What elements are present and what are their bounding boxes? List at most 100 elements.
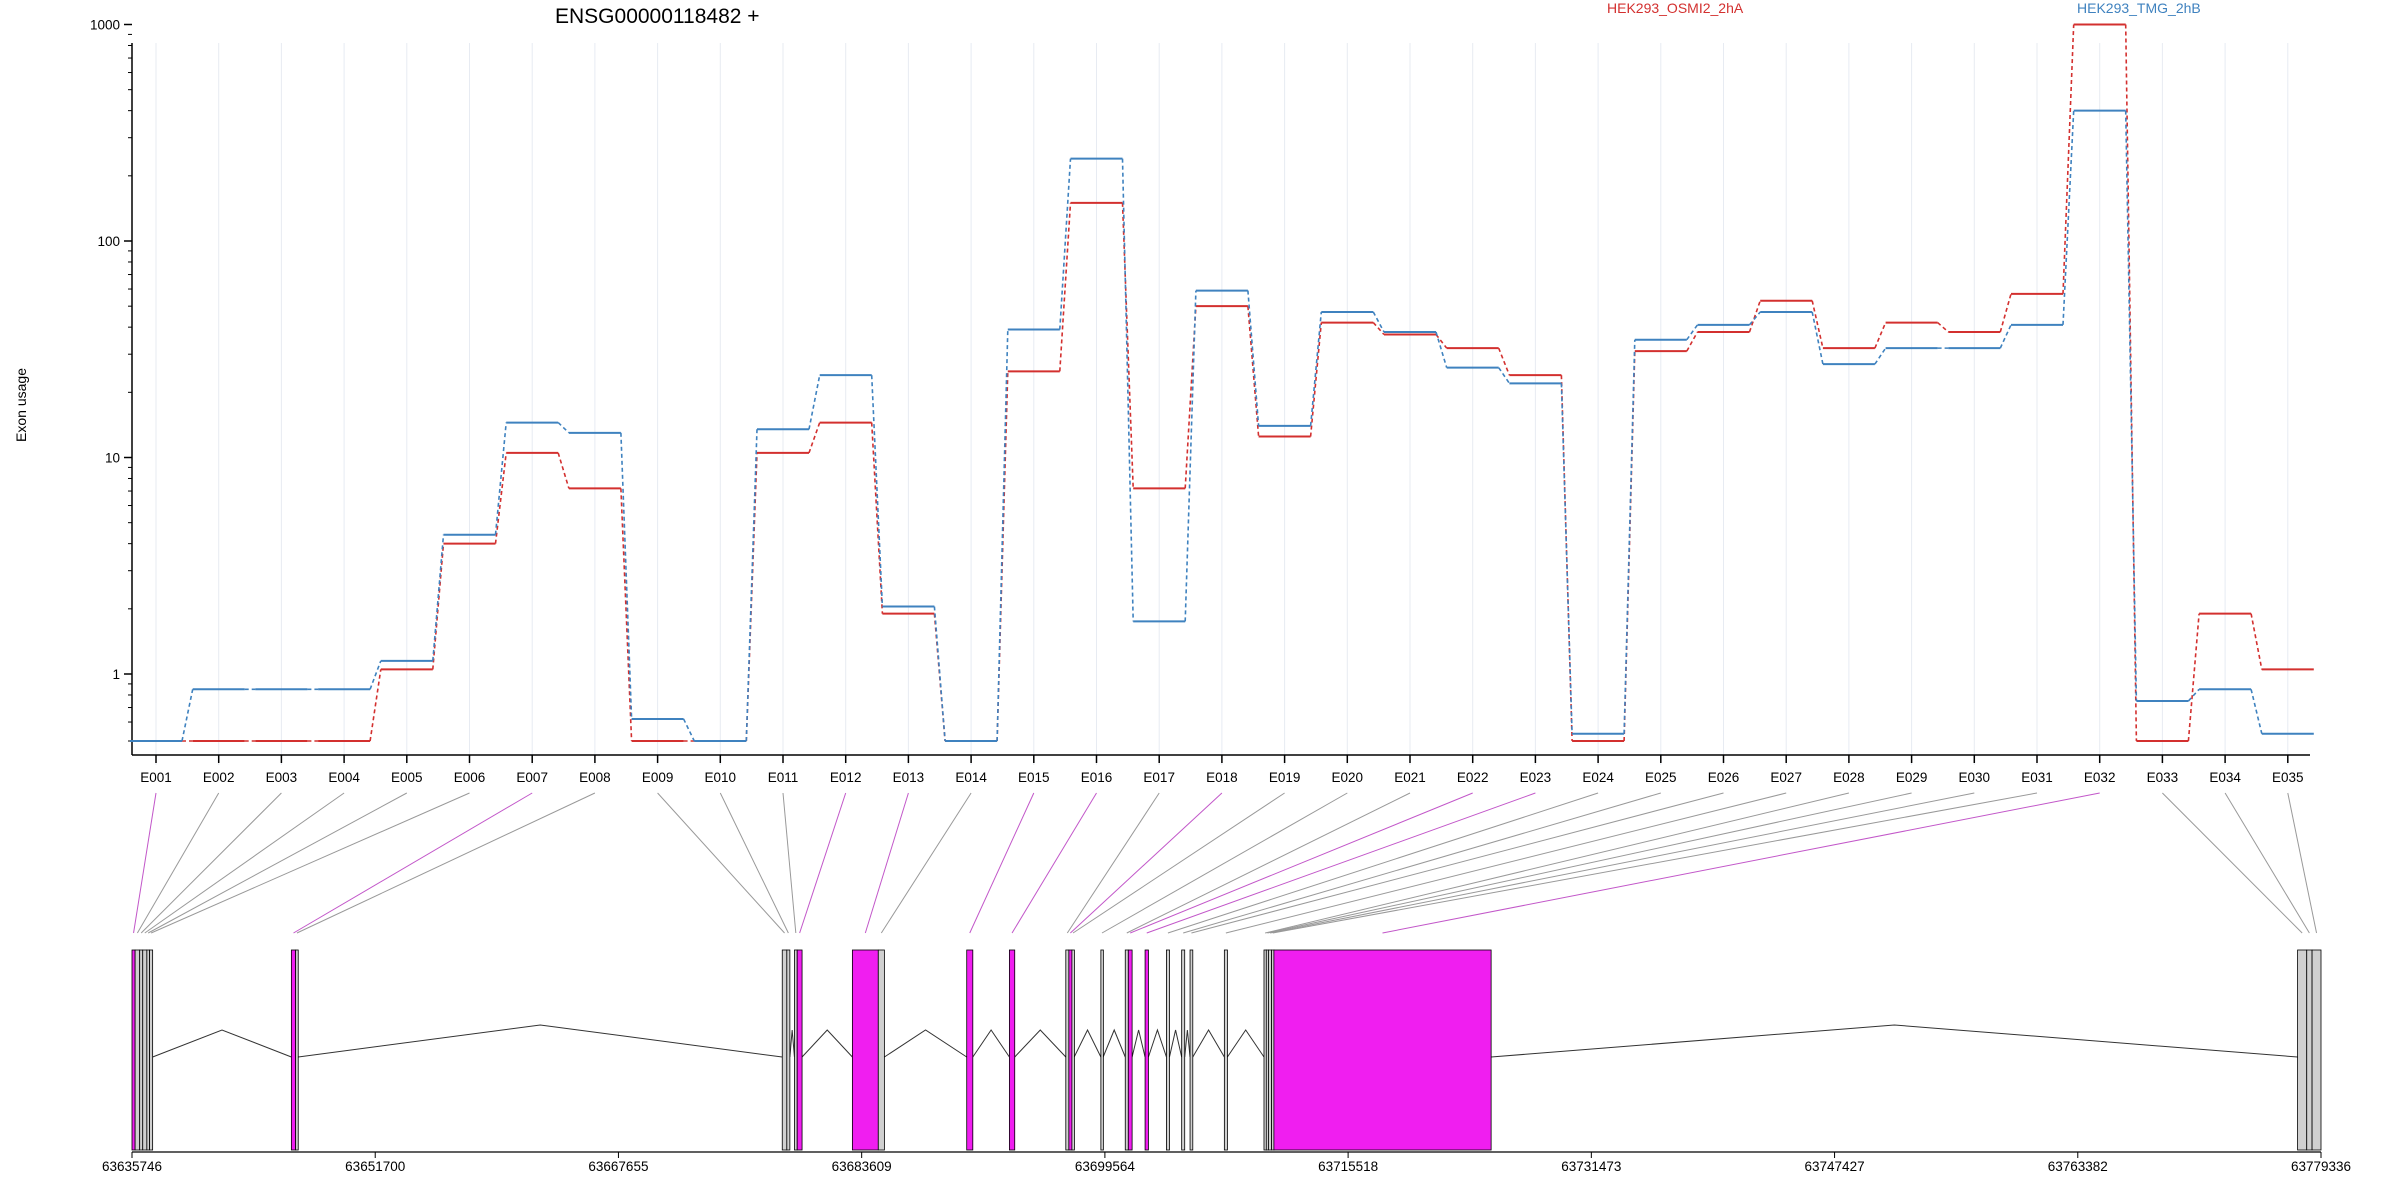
x-tick-label-e005: E005 (391, 770, 423, 785)
intron-line (1491, 1024, 2298, 1058)
series-2-connector (1184, 290, 1197, 622)
intron-line (1226, 1029, 1265, 1058)
x-tick-label-e022: E022 (1457, 770, 1489, 785)
exon-box-e024 (1166, 949, 1170, 1151)
connector-e032 (1382, 792, 2100, 934)
intron-line (152, 1029, 292, 1058)
x-tick-label-e007: E007 (516, 770, 548, 785)
series-2-connector (1748, 311, 1761, 326)
connector-e001 (133, 792, 157, 934)
connector-e015 (969, 792, 1035, 934)
x-tick-label-e014: E014 (955, 770, 987, 785)
x-tick-label-e035: E035 (2272, 770, 2304, 785)
series-1-connector (1811, 300, 1824, 349)
connector-e010 (719, 792, 789, 934)
series-1-connector (2250, 613, 2263, 670)
exon-box-e004 (142, 949, 148, 1151)
x-tick-label-e032: E032 (2084, 770, 2116, 785)
exon-box-e022 (1127, 949, 1133, 1151)
series-2-connector (1874, 347, 1887, 365)
exon-box-e026 (1189, 949, 1194, 1151)
connector-e004 (144, 792, 345, 934)
exon-box-e025 (1181, 949, 1186, 1151)
exon-box-e030 (1268, 949, 1273, 1151)
connector-e027 (1225, 792, 1787, 934)
x-tick-label-e015: E015 (1018, 770, 1050, 785)
exon-box-e011 (794, 949, 798, 1151)
intron-line (1131, 1029, 1146, 1058)
series-2-connector (1811, 311, 1824, 365)
exon-box-e033 (2297, 949, 2308, 1151)
coordinate-label-63763382: 63763382 (2048, 1159, 2108, 1174)
series-2-connector (494, 422, 507, 535)
x-tick-label-e010: E010 (705, 770, 737, 785)
series-2-connector (181, 689, 194, 742)
series-2-connector (682, 718, 696, 742)
series-1-connector (1874, 322, 1887, 349)
coordinate-label-63683609: 63683609 (832, 1159, 892, 1174)
exon-box-e003 (139, 949, 144, 1151)
connector-e017 (1066, 792, 1160, 934)
x-tick-label-e024: E024 (1582, 770, 1614, 785)
connector-e021 (1126, 792, 1411, 934)
connector-e011 (782, 792, 797, 934)
series-1-connector (1937, 321, 1949, 333)
connector-e031 (1272, 792, 2038, 934)
series-2 (130, 109, 2314, 742)
intron-line (298, 1024, 783, 1058)
series-2-connector (1623, 339, 1636, 734)
series-2-connector (2124, 110, 2138, 702)
genomic-coordinate-axis: 63635746 63651700 63667655 63683609 63699564… (102, 1151, 2351, 1174)
series-1-connector (2062, 24, 2075, 294)
series-1-connector (1247, 306, 1260, 437)
intron-line (1192, 1029, 1225, 1058)
connector-e020 (1101, 792, 1348, 934)
y-tick-label-1000: 1000 (90, 18, 120, 33)
exon-box-e032 (1273, 949, 1492, 1151)
x-tick-label-e021: E021 (1394, 770, 1426, 785)
exon-box-e001 (131, 949, 136, 1151)
series-2-connector (1686, 324, 1699, 341)
exon-box-e010 (786, 949, 791, 1151)
exon-box-e017 (1065, 949, 1070, 1151)
axes: 1 10 100 1000 E001 E002 E003 E004 E005 E006 E007 E0… (90, 18, 2310, 785)
connector-e030 (1269, 792, 1975, 934)
connector-e034 (2224, 792, 2310, 934)
connector-e014 (880, 792, 972, 934)
intron-line (1014, 1029, 1067, 1058)
exon-box-e020 (1100, 949, 1104, 1151)
series-1-connector (1748, 300, 1761, 333)
series-2-connector (808, 375, 821, 430)
intron-line (884, 1029, 967, 1058)
x-tick-label-e009: E009 (642, 770, 674, 785)
coordinate-label-63747427: 63747427 (1805, 1159, 1865, 1174)
series-2-connector (1247, 290, 1260, 426)
series-lines (130, 23, 2314, 742)
intron-line (789, 1029, 795, 1058)
series-1-connector (369, 669, 382, 742)
series-1-connector (870, 422, 884, 614)
exon-box-e035 (2311, 949, 2322, 1151)
connector-e003 (140, 792, 282, 934)
series-1-connector (432, 543, 445, 670)
series-1-connector (1497, 347, 1511, 376)
connector-e033 (2162, 792, 2303, 934)
series-2-connector (620, 432, 633, 719)
x-tick-label-e028: E028 (1833, 770, 1865, 785)
x-tick-label-e006: E006 (454, 770, 486, 785)
exon-box-e027 (1223, 949, 1228, 1151)
series-1-connector (1184, 306, 1197, 489)
connector-e026 (1191, 792, 1724, 934)
connector-e009 (657, 792, 785, 934)
series-1-connector (1059, 202, 1072, 372)
series-2-connector (996, 329, 1009, 742)
exon-box-e007 (290, 949, 297, 1151)
exon-box-e023 (1144, 949, 1149, 1151)
x-tick-label-e018: E018 (1206, 770, 1238, 785)
series-1-connector (494, 452, 507, 544)
y-axis-label: Exon usage (13, 368, 29, 442)
series-2-connector (870, 375, 884, 607)
gene-model (131, 949, 2322, 1151)
series-1-connector (1309, 322, 1323, 437)
